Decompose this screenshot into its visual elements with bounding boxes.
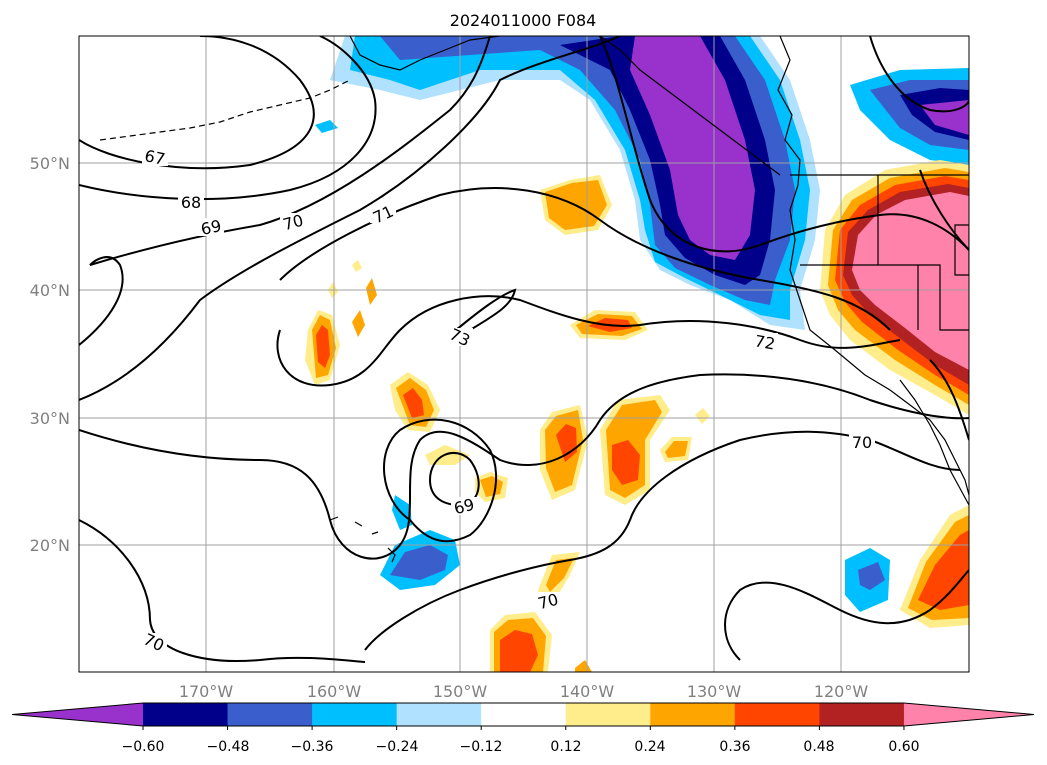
positive-anomaly-region (316, 325, 330, 368)
lon-label: 170°W (179, 682, 234, 701)
contour-label: 70 (281, 211, 306, 235)
negative-anomaly-region (630, 36, 755, 260)
lat-label: 30°N (30, 409, 70, 428)
colorbar-tick-labels: −0.60 −0.48 −0.36 −0.24 −0.12 0.12 0.24 … (122, 739, 920, 755)
contour-label: 68 (181, 193, 201, 212)
colorbar-segment (227, 703, 313, 726)
colorbar-tick-label: −0.60 (122, 739, 165, 755)
colorbar-segment (143, 703, 229, 726)
map-panel: 67 68 69 70 71 72 73 70 69 70 (78, 35, 970, 673)
colorbar: −0.60 −0.48 −0.36 −0.24 −0.12 0.12 0.24 … (11, 702, 1035, 755)
negative-anomaly-region (315, 120, 338, 133)
positive-anomaly-region (612, 440, 640, 485)
gulf-of-california-coast (899, 379, 969, 506)
longitude-labels: 170°W 160°W 150°W 140°W 130°W 120°W (179, 682, 869, 701)
positive-anomaly-region (352, 260, 362, 272)
contour-ne (869, 36, 969, 113)
coastlines (99, 36, 969, 563)
negative-anomaly-region (858, 562, 885, 590)
contour-ne-b (919, 169, 969, 251)
contour-label: 69 (452, 495, 477, 519)
positive-anomaly-region (556, 424, 577, 462)
contour-70-sw (79, 519, 366, 663)
lat-label: 20°N (30, 536, 70, 555)
contour-71 (79, 373, 969, 560)
colorbar-segment (565, 703, 651, 726)
colorbar-tick-label: 0.60 (888, 739, 919, 755)
contour-label: 69 (199, 216, 223, 239)
colorbar-extend-high (903, 703, 1034, 726)
alaska-coast (349, 36, 501, 71)
lon-label: 150°W (433, 682, 488, 701)
contour-label: 70 (536, 590, 561, 614)
contour-70 (79, 36, 621, 401)
lat-label: 50°N (30, 154, 70, 173)
colorbar-tick-label: −0.24 (376, 739, 419, 755)
colorbar-tick-label: 0.48 (803, 739, 834, 755)
contour-ridge (929, 359, 969, 441)
lon-label: 140°W (560, 682, 615, 701)
positive-anomaly-region (918, 530, 969, 610)
colorbar-segment (312, 703, 398, 726)
map-title: 2024011000 F084 (450, 11, 597, 30)
lon-label: 120°W (814, 682, 869, 701)
colorbar-segment (650, 703, 736, 726)
alaska-panhandle-coast (599, 36, 781, 176)
map-frame (78, 35, 970, 673)
us-state-border (800, 264, 969, 331)
lon-label: 160°W (307, 682, 362, 701)
contour-70-center (383, 418, 498, 543)
lon-label: 130°W (687, 682, 742, 701)
north-america-coast (777, 36, 969, 496)
contour-67 (79, 36, 315, 170)
colorbar-segment (734, 703, 820, 726)
contour-label: 72 (753, 331, 776, 353)
positive-anomaly-region (500, 630, 538, 672)
contour-70-south-b (724, 569, 969, 661)
colorbar-tick-label: 0.24 (634, 739, 665, 755)
graticule (79, 36, 969, 672)
positive-anomaly-region (575, 660, 592, 672)
colorbar-tick-label: 0.12 (550, 739, 581, 755)
contour-72 (276, 295, 901, 387)
colorbar-tick-label: −0.12 (460, 739, 503, 755)
contour-68 (79, 36, 377, 201)
positive-anomaly-region (665, 441, 688, 458)
colorbar-tick-label: −0.48 (207, 739, 250, 755)
colorbar-tick-label: 0.36 (719, 739, 750, 755)
positive-anomaly-region (546, 558, 574, 592)
positive-anomaly-region (480, 476, 503, 497)
contour-72 (599, 36, 969, 253)
latitude-labels: 50°N 40°N 30°N 20°N (30, 154, 70, 555)
aleutian-islands (99, 79, 351, 141)
colorbar-segments (11, 702, 1035, 727)
negative-anomaly-region (390, 545, 448, 580)
colorbar-segment (396, 703, 482, 726)
positive-anomaly-region (352, 310, 365, 337)
contour-69-center (428, 451, 480, 507)
colorbar-segment (481, 703, 567, 726)
colorbar-ticks (142, 726, 905, 730)
contour-label: 70 (852, 433, 872, 452)
positive-anomaly-region (695, 408, 710, 424)
positive-anomaly-region (366, 278, 377, 305)
hawaii-islands (329, 516, 396, 563)
lat-label: 40°N (30, 281, 70, 300)
positive-anomaly-region (403, 388, 424, 418)
colorbar-tick-label: −0.36 (291, 739, 334, 755)
contour-label: 67 (143, 146, 167, 169)
colorbar-extend-low (12, 703, 143, 726)
us-state-border (954, 224, 969, 276)
colorbar-segment (819, 703, 905, 726)
